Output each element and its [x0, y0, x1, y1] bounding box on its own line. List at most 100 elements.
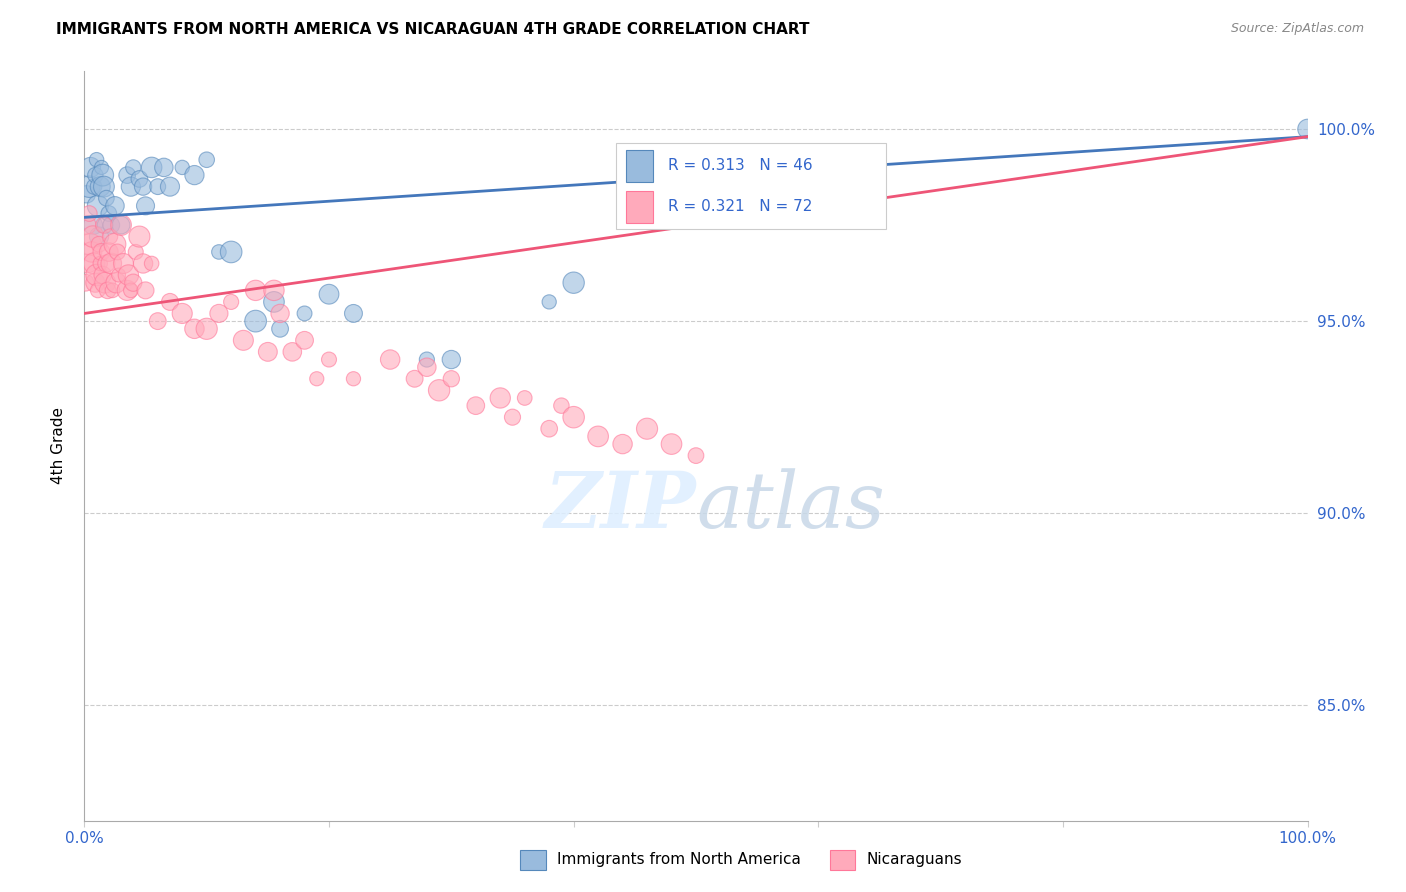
Point	[661, 437, 683, 451]
Point	[98, 229, 121, 244]
Point	[489, 391, 512, 405]
Text: Source: ZipAtlas.com: Source: ZipAtlas.com	[1230, 22, 1364, 36]
Point	[294, 334, 316, 348]
Point	[76, 187, 98, 202]
Point	[97, 284, 120, 298]
Point	[110, 218, 132, 232]
Point	[219, 244, 242, 259]
Point	[318, 287, 340, 301]
Point	[685, 449, 707, 463]
Point	[110, 218, 132, 232]
Point	[502, 410, 524, 425]
Point	[89, 179, 111, 194]
Point	[82, 229, 104, 244]
Point	[122, 276, 145, 290]
Point	[135, 284, 157, 298]
Point	[305, 372, 328, 386]
Point	[101, 284, 124, 298]
Point	[100, 218, 122, 232]
Point	[90, 161, 112, 175]
Point	[380, 352, 402, 367]
Point	[94, 276, 117, 290]
Point	[586, 429, 609, 443]
Point	[97, 206, 120, 220]
Point	[146, 179, 169, 194]
Point	[83, 179, 105, 194]
Point	[245, 284, 267, 298]
Point	[120, 284, 142, 298]
Point	[86, 153, 108, 167]
Point	[159, 179, 181, 194]
Point	[80, 244, 103, 259]
Point	[115, 284, 138, 298]
Point	[97, 244, 120, 259]
Point	[91, 168, 114, 182]
Point	[79, 161, 101, 175]
Point	[77, 206, 100, 220]
FancyBboxPatch shape	[616, 143, 886, 228]
Point	[318, 352, 340, 367]
Point	[1296, 122, 1319, 136]
Point	[440, 352, 463, 367]
Point	[105, 244, 128, 259]
Bar	[626, 150, 654, 181]
Point	[128, 229, 150, 244]
Point	[115, 168, 138, 182]
Point	[172, 161, 194, 175]
Point	[83, 256, 105, 270]
Point	[183, 322, 205, 336]
Text: atlas: atlas	[696, 467, 884, 544]
Point	[105, 276, 128, 290]
Point	[294, 306, 316, 320]
Point	[342, 306, 364, 320]
Point	[153, 161, 176, 175]
Point	[75, 276, 97, 290]
Text: Nicaraguans: Nicaraguans	[866, 853, 962, 867]
Point	[195, 153, 218, 167]
Point	[117, 268, 139, 282]
Point	[416, 360, 439, 375]
Point	[257, 344, 280, 359]
Text: R = 0.313   N = 46: R = 0.313 N = 46	[668, 158, 813, 173]
Point	[93, 179, 115, 194]
Point	[404, 372, 426, 386]
Point	[159, 294, 181, 309]
Point	[89, 256, 111, 270]
Point	[513, 391, 536, 405]
Point	[112, 256, 135, 270]
Point	[538, 294, 561, 309]
Point	[135, 199, 157, 213]
Point	[84, 276, 107, 290]
Point	[107, 268, 129, 282]
Point	[87, 237, 110, 252]
Point	[141, 256, 163, 270]
Text: IMMIGRANTS FROM NORTH AMERICA VS NICARAGUAN 4TH GRADE CORRELATION CHART: IMMIGRANTS FROM NORTH AMERICA VS NICARAG…	[56, 22, 810, 37]
Point	[104, 237, 127, 252]
Point	[132, 256, 155, 270]
Point	[416, 352, 439, 367]
Point	[263, 294, 285, 309]
Point	[87, 284, 110, 298]
Point	[87, 229, 110, 244]
Point	[76, 218, 98, 232]
Point	[146, 314, 169, 328]
Point	[77, 256, 100, 270]
Point	[269, 306, 291, 320]
Point	[79, 237, 101, 252]
Point	[82, 218, 104, 232]
Point	[464, 399, 486, 413]
Y-axis label: 4th Grade: 4th Grade	[51, 408, 66, 484]
Point	[219, 294, 242, 309]
Point	[94, 218, 117, 232]
Point	[245, 314, 267, 328]
Point	[281, 344, 304, 359]
Point	[440, 372, 463, 386]
Point	[100, 256, 122, 270]
Point	[269, 322, 291, 336]
Point	[263, 284, 285, 298]
Point	[183, 168, 205, 182]
Point	[195, 322, 218, 336]
Point	[232, 334, 254, 348]
Point	[612, 437, 634, 451]
Point	[141, 161, 163, 175]
